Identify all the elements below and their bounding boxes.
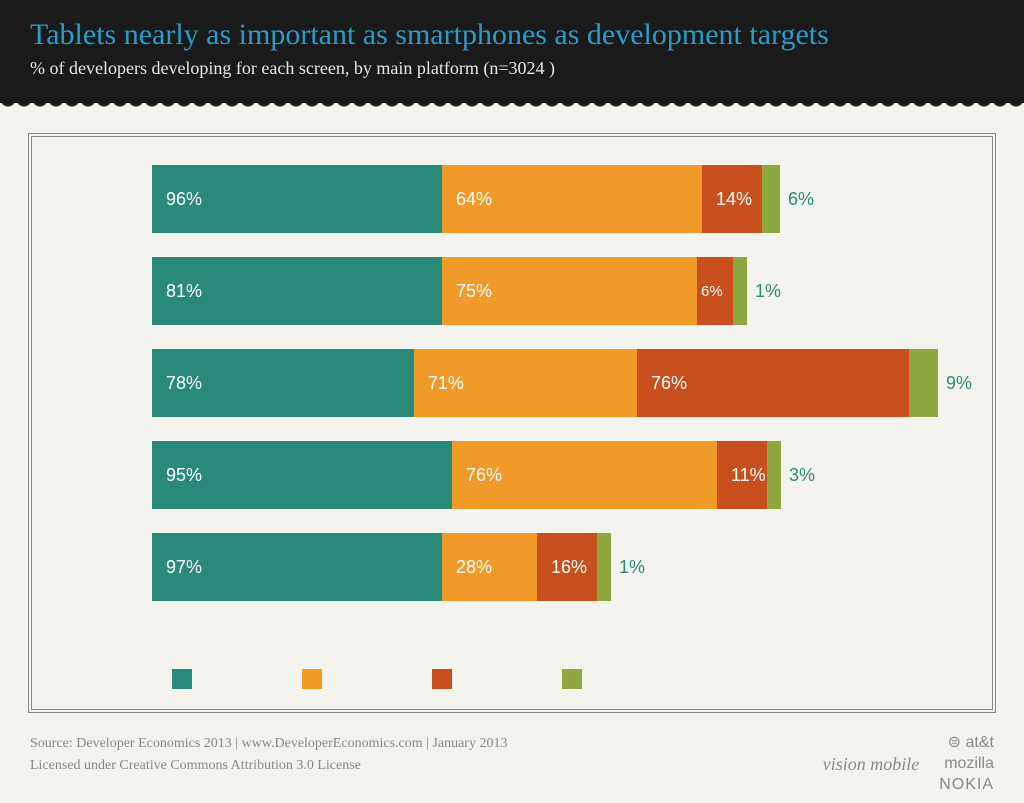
bar-segment: 28%	[442, 533, 537, 601]
vision-mobile-logo: vision mobile	[823, 754, 920, 775]
bar-outside-label: 1%	[747, 281, 781, 302]
bar-segment	[909, 349, 938, 417]
chart-panel: 96%64%14%6%81%75%6%1%78%71%76%9%95%76%11…	[28, 133, 996, 713]
bar-row: 95%76%11% 3%	[52, 441, 972, 509]
legend-item	[172, 669, 192, 689]
chart-subtitle: % of developers developing for each scre…	[30, 58, 994, 79]
nokia-logo: NOKIA	[939, 775, 994, 796]
legend-swatch	[172, 669, 192, 689]
bar-row: 96%64%14% 6%	[52, 165, 972, 233]
mozilla-logo: mozilla	[939, 754, 994, 775]
bar-outside-label: 6%	[780, 189, 814, 210]
legend-swatch	[562, 669, 582, 689]
bar-segment: 95%	[152, 441, 452, 509]
legend-swatch	[302, 669, 322, 689]
legend	[172, 669, 582, 689]
bar-segment: 75%	[442, 257, 697, 325]
att-logo: ⊜ at&t	[939, 733, 994, 754]
bar-segment: 6%	[697, 257, 733, 325]
legend-item	[302, 669, 322, 689]
chart-title: Tablets nearly as important as smartphon…	[30, 18, 994, 52]
bar-segment: 71%	[414, 349, 637, 417]
bar-row: 97%28%16% 1%	[52, 533, 972, 601]
bar-segment: 81%	[152, 257, 442, 325]
license-line: Licensed under Creative Commons Attribut…	[30, 755, 507, 777]
bar-segment: 78%	[152, 349, 414, 417]
bar-row: 81%75%6% 1%	[52, 257, 972, 325]
bar-segment	[762, 165, 780, 233]
bar-outside-label: 3%	[781, 465, 815, 486]
legend-swatch	[432, 669, 452, 689]
bar-outside-label: 9%	[938, 373, 972, 394]
bar-outside-label: 1%	[611, 557, 645, 578]
bar-segment	[733, 257, 747, 325]
bar-segment: 97%	[152, 533, 442, 601]
bar-segment: 11%	[717, 441, 767, 509]
bar-segment	[597, 533, 611, 601]
bar-segment	[767, 441, 781, 509]
legend-item	[432, 669, 452, 689]
bar-row: 78%71%76% 9%	[52, 349, 972, 417]
bar-segment: 76%	[452, 441, 717, 509]
footer-text: Source: Developer Economics 2013 | www.D…	[30, 733, 507, 778]
bar-segment: 14%	[702, 165, 762, 233]
source-line: Source: Developer Economics 2013 | www.D…	[30, 733, 507, 755]
legend-item	[562, 669, 582, 689]
bar-segment: 76%	[637, 349, 909, 417]
header: Tablets nearly as important as smartphon…	[0, 0, 1024, 103]
footer: Source: Developer Economics 2013 | www.D…	[0, 725, 1024, 803]
footer-logos: vision mobile ⊜ at&t mozilla NOKIA	[823, 733, 994, 795]
bar-segment: 64%	[442, 165, 702, 233]
bar-segment: 96%	[152, 165, 442, 233]
bar-segment: 16%	[537, 533, 597, 601]
globe-icon: ⊜	[948, 734, 961, 751]
bar-chart: 96%64%14%6%81%75%6%1%78%71%76%9%95%76%11…	[52, 165, 972, 601]
sponsor-logos: ⊜ at&t mozilla NOKIA	[939, 733, 994, 795]
